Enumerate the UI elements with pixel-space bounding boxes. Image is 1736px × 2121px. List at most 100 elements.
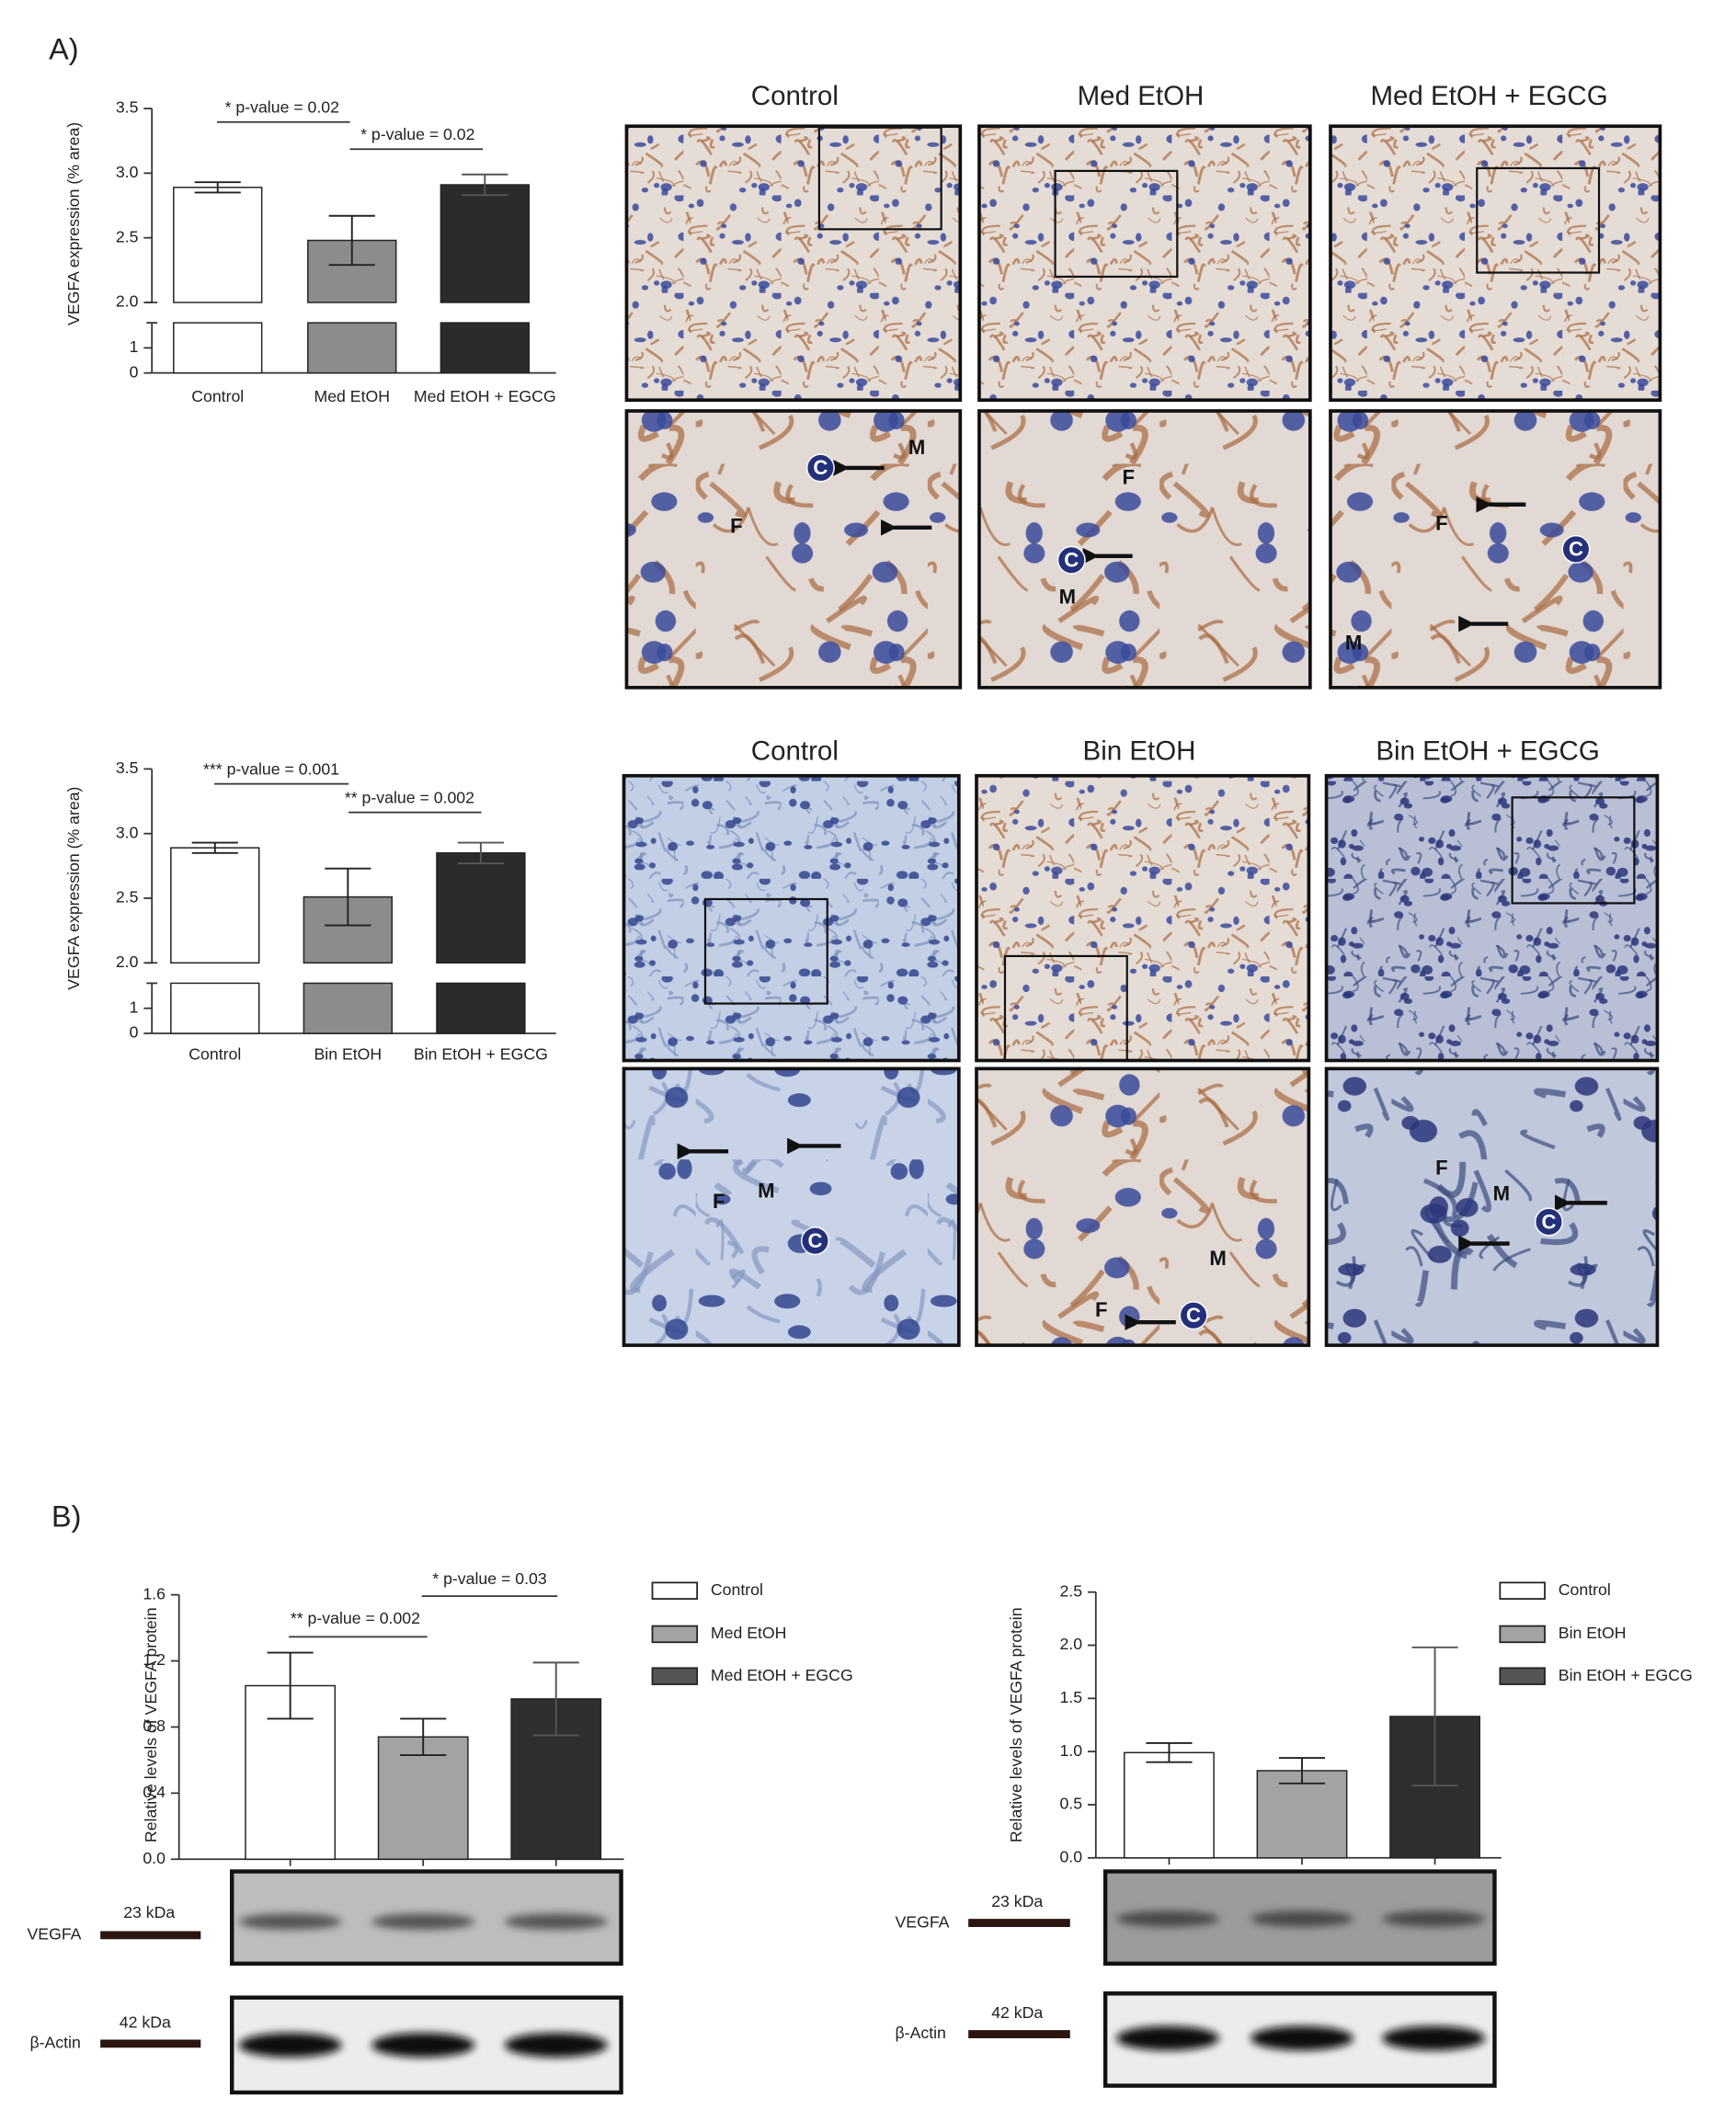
y-axis-label: VEGFA expression (% area) — [64, 787, 83, 990]
blot-band — [238, 1913, 342, 1930]
y-tick-label: 0 — [130, 1023, 139, 1042]
cell-label: C — [1064, 549, 1079, 572]
error-bar — [325, 867, 371, 927]
bar — [307, 322, 397, 374]
bar — [436, 852, 526, 964]
x-tick-label: Control — [188, 1044, 241, 1063]
legend-swatch — [1499, 1625, 1546, 1644]
error-bar — [1146, 1741, 1193, 1763]
panel-label: B) — [51, 1500, 81, 1534]
blot-band — [1250, 2025, 1354, 2051]
y-tick-label: 0.8 — [143, 1716, 166, 1735]
micrograph — [1324, 773, 1660, 1063]
capillary-marker — [1179, 1301, 1208, 1330]
y-tick-label: 2.5 — [116, 227, 139, 245]
y-tick-label: 2.0 — [116, 952, 139, 971]
micrograph-title: Control — [751, 81, 839, 111]
capillary-marker — [1534, 1207, 1563, 1237]
significance-label: * p-value = 0.02 — [360, 125, 474, 143]
legend-swatch — [1499, 1581, 1546, 1600]
bar — [170, 847, 260, 964]
error-bar — [457, 841, 504, 864]
cell-label: F — [1095, 1298, 1108, 1321]
error-bar — [191, 841, 238, 854]
y-tick-label: 0.4 — [143, 1783, 166, 1801]
blot-band — [1250, 1910, 1354, 1928]
cell-label: C — [1541, 1210, 1556, 1233]
micrograph-zoom — [622, 1066, 961, 1348]
x-tick-label: Med EtOH + EGCG — [414, 387, 556, 405]
error-bar — [400, 1717, 447, 1756]
micrograph — [624, 124, 963, 403]
y-tick-label: 0.0 — [1059, 1847, 1082, 1865]
bar — [170, 982, 260, 1034]
cell-label: C — [1569, 538, 1583, 561]
kda-label: 42 kDa — [991, 2003, 1043, 2022]
cell-label: M — [1345, 632, 1362, 655]
significance-label: * p-value = 0.03 — [432, 1569, 547, 1588]
legend-label: Med EtOH + EGCG — [711, 1666, 853, 1684]
y-tick-label: 1.0 — [1059, 1741, 1082, 1760]
error-bar — [1411, 1646, 1458, 1787]
y-tick-label: 3.5 — [116, 98, 139, 117]
blot-band — [371, 2033, 475, 2058]
capillary-marker — [1561, 534, 1591, 564]
x-tick-label: Med EtOH — [314, 387, 390, 405]
bar — [173, 187, 263, 303]
micrograph-title: Control — [751, 736, 839, 766]
cell-label: M — [1059, 585, 1076, 608]
micrograph — [1329, 124, 1662, 403]
y-tick-label: 3.5 — [116, 758, 139, 777]
inset-box — [817, 126, 942, 231]
legend-label: Control — [1559, 1580, 1611, 1599]
significance-label: * p-value = 0.02 — [225, 98, 339, 117]
blot-label: β-Actin — [29, 2034, 80, 2052]
blot-band — [1115, 1910, 1220, 1928]
y-axis-label: Relative levels of VEGFA protein — [1007, 1607, 1025, 1842]
y-tick-label: 0 — [130, 362, 139, 381]
inset-box — [703, 897, 828, 1005]
micrograph-zoom — [975, 1066, 1311, 1348]
error-bar — [267, 1651, 314, 1720]
kda-label: 23 kDa — [991, 1892, 1043, 1910]
kda-label: 42 kDa — [120, 2013, 171, 2031]
error-bar — [532, 1661, 579, 1737]
y-tick-label: 2.5 — [116, 888, 139, 907]
cell-label: M — [1209, 1247, 1226, 1270]
legend-label: Med EtOH — [711, 1624, 787, 1642]
bar — [440, 322, 530, 374]
cell-label: M — [908, 436, 925, 459]
micrograph-title: Bin EtOH + EGCG — [1376, 736, 1599, 766]
error-bar — [328, 214, 375, 267]
legend-label: Control — [711, 1580, 763, 1599]
inset-box — [1054, 169, 1179, 279]
cell-label: F — [1435, 1156, 1448, 1179]
capillary-marker — [1056, 545, 1086, 575]
inset-box — [1476, 166, 1601, 274]
y-axis-label: Relative levels of VEGFA protein — [142, 1607, 160, 1842]
cell-label: F — [1435, 512, 1448, 535]
error-bar — [194, 181, 241, 194]
inset-box — [1511, 796, 1636, 905]
bar — [173, 322, 263, 374]
y-tick-label: 1 — [130, 998, 139, 1016]
micrograph — [622, 773, 961, 1063]
y-tick-label: 3.0 — [116, 163, 139, 181]
capillary-marker — [805, 453, 835, 483]
cell-label: M — [1493, 1181, 1510, 1204]
blot-band — [1115, 2025, 1220, 2051]
significance-label: *** p-value = 0.001 — [203, 760, 339, 779]
y-tick-label: 2.0 — [1059, 1635, 1082, 1653]
kda-label: 23 kDa — [123, 1903, 175, 1921]
error-bar — [462, 173, 508, 197]
micrograph — [977, 124, 1312, 403]
cell-label: C — [807, 1229, 822, 1252]
cell-label: C — [1186, 1304, 1201, 1327]
blot-band — [1382, 2025, 1486, 2051]
x-tick-label: Bin EtOH + EGCG — [414, 1044, 548, 1063]
bar — [440, 184, 530, 303]
y-tick-label: 2.5 — [1059, 1581, 1082, 1600]
blot-band — [1382, 1910, 1486, 1928]
